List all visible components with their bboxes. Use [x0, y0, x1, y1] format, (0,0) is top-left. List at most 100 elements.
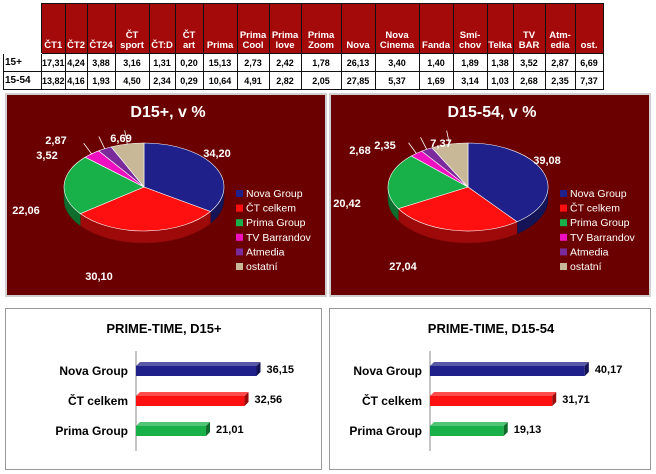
table-cell: 3,52 — [512, 53, 546, 72]
bar-category-label: ČT celkem — [68, 393, 128, 408]
column-header: Smí-chov — [452, 3, 488, 54]
pie-value-label: 30,10 — [85, 271, 113, 283]
legend-label-prima-group: Prima Group — [570, 217, 630, 229]
pie-chart-d15-svg: D15+, v % 34,20 30,10 22,06 3,52 2,87 6,69 Nova… — [12, 104, 312, 283]
column-header: Telka — [486, 3, 514, 54]
pie-slice-prima-group — [63, 156, 145, 214]
table-cell: 0,29 — [174, 71, 204, 90]
pie-value-label: 39,08 — [533, 155, 561, 167]
pie-leader-line — [408, 142, 417, 154]
table-cell: 13,82 — [41, 71, 66, 90]
bar-category-label: Prima Group — [349, 424, 422, 438]
pie-value-label: 22,06 — [12, 205, 40, 217]
legend-label-ct-celkem: ČT celkem — [570, 202, 620, 215]
legend-swatch-prima-group — [236, 219, 243, 227]
table-corner — [3, 3, 42, 54]
table-cell: 4,50 — [114, 71, 150, 90]
bar-value-label: 31,71 — [562, 394, 590, 406]
column-header: Prima Cool — [236, 3, 270, 54]
table-cell: 5,37 — [374, 71, 420, 90]
table-cell: 2,35 — [544, 71, 576, 90]
table-cell: 2,05 — [300, 71, 342, 90]
bar-chart-primetime-d1554: PRIME-TIME, D15-54 Nova Group 40,17 ČT celk… — [329, 308, 651, 470]
bar-ct-celkem — [430, 396, 553, 406]
table-cell: 2,87 — [544, 53, 576, 72]
table-cell: 1,69 — [418, 71, 454, 90]
table-cell: 2,34 — [148, 71, 176, 90]
pie-slice-ostatni — [431, 142, 469, 188]
legend-swatch-ostatni — [236, 263, 243, 270]
bar-chart-primetime-d15-svg: PRIME-TIME, D15+ Nova Group 36,15 ČT celkem… — [55, 321, 295, 451]
bar-top-nova-group — [136, 362, 261, 366]
pie-slice-ct-celkem — [79, 186, 212, 232]
pie-chart-d15: D15+, v % 34,20 30,10 22,06 3,52 2,87 6,69 Nova… — [5, 93, 327, 297]
pie-slice-nova-group — [467, 142, 549, 223]
bar-value-label: 36,15 — [267, 364, 295, 376]
legend-swatch-nova-group — [236, 190, 243, 197]
table-cell: 1,93 — [86, 71, 116, 90]
legend-swatch-ct-celkem — [236, 204, 243, 212]
column-header: Prima — [202, 3, 238, 54]
bar-category-label: ČT celkem — [362, 393, 422, 408]
bar-chart-primetime-d1554-svg: PRIME-TIME, D15-54 Nova Group 40,17 ČT celk… — [349, 321, 622, 451]
table-cell: 0,20 — [174, 53, 204, 72]
pie-value-label: 34,20 — [203, 148, 231, 160]
pie-value-label: 2,87 — [45, 135, 66, 147]
legend-label-atmedia: Atmedia — [570, 246, 609, 258]
pie-value-label: 2,68 — [349, 145, 370, 157]
table-cell: 3,14 — [452, 71, 488, 90]
column-header: Nova — [340, 3, 376, 54]
bar-value-label: 19,13 — [514, 424, 542, 436]
column-header: ČT art — [174, 3, 204, 54]
pie-leader-line — [83, 142, 92, 155]
bar-top-ct-celkem — [430, 392, 557, 396]
table-cell: 26,13 — [340, 53, 376, 72]
column-header: Atm-edia — [544, 3, 576, 54]
bar-nova-group — [136, 366, 257, 376]
column-header: Nova Cinema — [374, 3, 420, 54]
column-header: Fanda — [418, 3, 454, 54]
legend-label-tv-barrandov: TV Barrandov — [246, 232, 312, 244]
legend-swatch-ostatni — [560, 263, 567, 270]
table-body: 15+ 17,31 4,24 3,88 3,16 1,31 0,20 15,13 2,73 2,4… — [3, 53, 604, 90]
table-cell: 2,82 — [268, 71, 302, 90]
table-cell: 1,31 — [148, 53, 176, 72]
table-cell: 4,91 — [236, 71, 270, 90]
legend-swatch-prima-group — [560, 219, 567, 227]
pie-slice-ct-celkem — [397, 186, 518, 232]
legend-label-nova-group: Nova Group — [570, 188, 627, 200]
table-cell: 2,73 — [236, 53, 270, 72]
bar-end-prima-group — [206, 422, 211, 436]
bar-prima-group — [430, 426, 504, 436]
column-header: Prima love — [268, 3, 302, 54]
table-cell: 3,88 — [86, 53, 116, 72]
legend-label-ct-celkem: ČT celkem — [246, 202, 296, 215]
pie-leader-line — [98, 136, 106, 149]
table-cell: 1,38 — [486, 53, 514, 72]
share-table: ČT1 ČT2 ČT24 ČT sport ČT:D ČT art Prima Prima C… — [3, 3, 604, 90]
pie-value-label: 6,69 — [110, 133, 131, 145]
table-cell: 7,37 — [574, 71, 604, 90]
pie-chart-d1554: D15-54, v % 39,08 27,04 20,42 2,68 2,35 7,37 No… — [329, 93, 651, 297]
bar-top-prima-group — [430, 422, 508, 426]
pie-leader-line — [446, 130, 450, 145]
pie-leader-line — [124, 130, 128, 145]
legend-label-tv-barrandov: TV Barrandov — [570, 232, 636, 244]
column-header: TV BAR — [512, 3, 546, 54]
legend-label-ostatni: ostatní — [246, 261, 278, 273]
bar-category-label: Nova Group — [353, 364, 422, 378]
table-cell: 15,13 — [202, 53, 238, 72]
pie-leader-line — [420, 137, 428, 150]
column-header: ČT1 — [41, 3, 66, 54]
pie-slice-ostatni — [110, 142, 145, 188]
table-row: 15-54 13,82 4,16 1,93 4,50 2,34 0,29 10,64 4,91 2… — [3, 71, 604, 90]
table-cell: 10,64 — [202, 71, 238, 90]
bar-end-ct-celkem — [552, 392, 557, 406]
bar-end-nova-group — [256, 362, 261, 376]
legend-swatch-atmedia — [236, 248, 243, 256]
table-cell: 1,03 — [486, 71, 514, 90]
legend-label-nova-group: Nova Group — [246, 188, 303, 200]
pie-slice-prima-group — [387, 155, 469, 209]
column-header: ČT24 — [86, 3, 116, 54]
legend-swatch-tv-barrandov — [560, 233, 567, 241]
